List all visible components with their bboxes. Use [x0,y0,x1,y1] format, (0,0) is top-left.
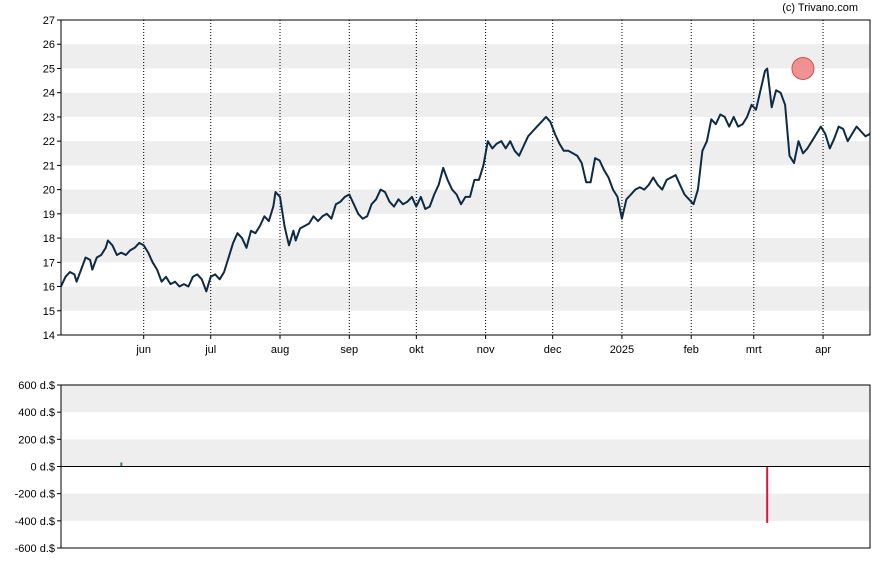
y-tick-label: 17 [43,257,55,269]
x-tick-label: jun [135,344,151,356]
x-tick-label: okt [409,344,424,356]
price-grid-band [61,141,870,166]
high-marker [791,56,815,80]
y-tick-label: 15 [43,306,55,318]
x-tick-label: feb [684,344,699,356]
x-tick-label: mrt [746,344,762,356]
price-grid-band [61,238,870,263]
x-tick-label: 2025 [610,344,634,356]
price-frame [60,19,871,336]
x-tick-label: aug [271,344,289,356]
volume-frame [60,384,871,549]
volume-grid-band [61,385,870,413]
y-tick-label: 18 [43,233,55,245]
y-tick-label: 20 [43,185,55,197]
volume-y-tick-label: -200 d.$ [15,489,55,501]
y-tick-label: 19 [43,209,55,221]
y-tick-label: 26 [43,39,55,51]
x-tick-label: sep [340,344,358,356]
volume-grid-bands [61,385,870,521]
price-grid-bands [61,44,870,311]
volume-y-axis: 600 d.$ 400 d.$ 200 d.$ 0 d.$ -200 d.$ -400 d… [15,380,61,555]
x-tick-label: nov [477,344,495,356]
price-grid-band [61,92,870,117]
y-tick-label: 22 [43,136,55,148]
volume-y-tick-label: -600 d.$ [15,543,55,555]
volume-y-tick-label: 200 d.$ [18,434,55,446]
volume-bars [120,462,769,523]
price-y-axis: 14 15 16 17 18 19 20 21 22 23 24 25 26 27 [43,15,61,342]
volume-plot-frame [60,384,871,549]
volume-y-tick-label: 600 d.$ [18,380,55,392]
volume-y-tick-label: 400 d.$ [18,407,55,419]
price-line [60,67,871,293]
y-tick-label: 23 [43,112,55,124]
y-tick-label: 24 [43,88,55,100]
y-tick-label: 14 [43,330,55,342]
credit-text: (c) Trivano.com [782,2,858,14]
x-tick-label: jul [204,344,216,356]
price-grid-band [61,189,870,214]
volume-grid-band [61,493,870,521]
price-series [60,56,871,293]
y-tick-label: 25 [43,63,55,75]
volume-y-tick-label: -400 d.$ [15,516,55,528]
price-grid-band [61,286,870,311]
price-x-axis: jun jul aug sep okt nov dec 2025 feb mrt apr [135,335,831,356]
x-tick-label: apr [815,344,831,356]
price-plot-frame [60,19,871,336]
y-tick-label: 27 [43,15,55,27]
volume-grid-band [61,439,870,467]
x-tick-label: dec [544,344,562,356]
y-tick-label: 16 [43,282,55,294]
y-tick-label: 21 [43,160,55,172]
volume-y-tick-label: 0 d.$ [31,462,55,474]
price-grid-band [61,44,870,69]
